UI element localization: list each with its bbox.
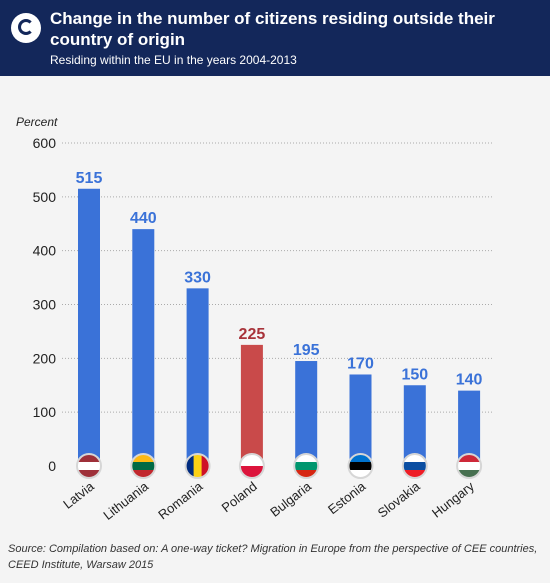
chart-subtitle: Residing within the EU in the years 2004… bbox=[50, 53, 297, 67]
flag-icon bbox=[77, 454, 101, 478]
flag-border bbox=[238, 453, 265, 479]
flag-border bbox=[347, 453, 374, 479]
flag-stripe bbox=[77, 470, 101, 478]
x-tick-label: Estonia bbox=[325, 478, 369, 517]
bar bbox=[349, 374, 372, 466]
flag-stripe bbox=[77, 454, 101, 463]
flag-icon bbox=[294, 454, 319, 478]
y-tick-label: 300 bbox=[33, 297, 57, 313]
y-tick-label: 600 bbox=[33, 135, 57, 151]
data-label: 170 bbox=[347, 355, 374, 372]
bar bbox=[240, 344, 263, 466]
data-label: 150 bbox=[401, 366, 428, 383]
bar bbox=[403, 385, 426, 466]
flag-border bbox=[130, 453, 157, 479]
flag-icon bbox=[239, 454, 264, 478]
flag-stripe bbox=[348, 462, 373, 471]
flag-stripe bbox=[239, 466, 264, 478]
flag-stripe bbox=[457, 470, 482, 478]
data-label: 225 bbox=[239, 326, 266, 343]
flag-stripe bbox=[402, 462, 427, 471]
chart-title: Change in the number of citizens residin… bbox=[50, 9, 495, 49]
flag-icon bbox=[348, 454, 373, 478]
y-tick-label: 100 bbox=[33, 404, 57, 420]
flag-stripe bbox=[457, 462, 482, 471]
flag-border bbox=[293, 453, 320, 479]
flag-stripe bbox=[193, 454, 203, 478]
bar bbox=[295, 361, 318, 466]
flag-stripe bbox=[402, 470, 427, 478]
bar-chart: Percent 0 100 200 300 400 500 600 515 Latvia 440 Li… bbox=[16, 115, 492, 523]
flag-stripe bbox=[239, 454, 264, 467]
flag-stripe bbox=[131, 462, 156, 471]
x-tick-label: Latvia bbox=[60, 478, 97, 512]
bar bbox=[78, 188, 100, 466]
bar bbox=[132, 229, 155, 466]
x-tick-label: Lithuania bbox=[100, 478, 151, 523]
x-tick-label: Bulgaria bbox=[267, 478, 314, 520]
flag-stripe bbox=[294, 470, 319, 478]
flag-stripe bbox=[294, 454, 319, 463]
data-label: 515 bbox=[76, 170, 103, 187]
data-label: 440 bbox=[130, 210, 157, 227]
flag-icon bbox=[457, 454, 482, 478]
x-tick-label: Slovakia bbox=[375, 478, 424, 521]
x-tick-label: Romania bbox=[155, 478, 206, 522]
bar bbox=[458, 390, 481, 466]
flag-border bbox=[76, 453, 102, 479]
chart-header: Change in the number of citizens residin… bbox=[0, 0, 550, 76]
flag-icon bbox=[185, 454, 210, 478]
flag-stripe bbox=[77, 462, 101, 471]
flag-icon bbox=[402, 454, 427, 478]
data-label: 330 bbox=[184, 269, 211, 286]
source-note: Source: Compilation based on: A one-way … bbox=[8, 543, 538, 571]
flag-stripe bbox=[457, 454, 482, 463]
flag-stripe bbox=[348, 454, 373, 463]
y-tick-label: 0 bbox=[48, 458, 56, 474]
flag-icon bbox=[131, 454, 156, 478]
logo-icon bbox=[11, 13, 41, 43]
x-tick-label: Poland bbox=[219, 479, 260, 516]
flag-stripe bbox=[348, 470, 373, 478]
flag-stripe bbox=[185, 454, 195, 478]
data-label: 195 bbox=[293, 342, 320, 359]
flag-stripe bbox=[201, 454, 210, 478]
y-tick-label: 500 bbox=[33, 189, 57, 205]
flag-stripe bbox=[131, 454, 156, 463]
flag-border bbox=[456, 453, 483, 479]
data-label: 140 bbox=[456, 372, 483, 389]
x-tick-label: Hungary bbox=[429, 478, 477, 520]
flag-stripe bbox=[294, 462, 319, 471]
flag-stripe bbox=[131, 470, 156, 478]
y-tick-label: 400 bbox=[33, 243, 57, 259]
flag-stripe bbox=[402, 454, 427, 463]
y-tick-label: 200 bbox=[33, 350, 57, 366]
flag-border bbox=[401, 453, 428, 479]
y-axis-label: Percent bbox=[16, 115, 58, 129]
bar bbox=[186, 288, 209, 466]
flag-border bbox=[184, 453, 211, 479]
